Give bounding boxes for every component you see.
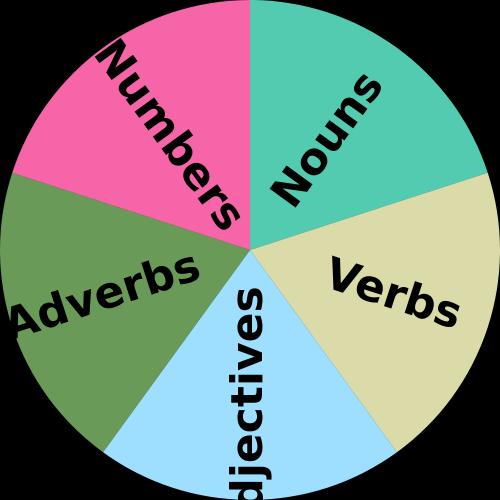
wheel-label-adjectives: Adjectives bbox=[222, 286, 273, 500]
wheel-segment-adverbs[interactable] bbox=[0, 172, 250, 453]
wheel-segment-nouns[interactable] bbox=[250, 0, 488, 250]
wheel-segment-numbers[interactable] bbox=[12, 0, 251, 250]
wheel-segment-adjectives[interactable] bbox=[103, 250, 397, 500]
wheel-segment-verbs[interactable] bbox=[250, 172, 500, 453]
